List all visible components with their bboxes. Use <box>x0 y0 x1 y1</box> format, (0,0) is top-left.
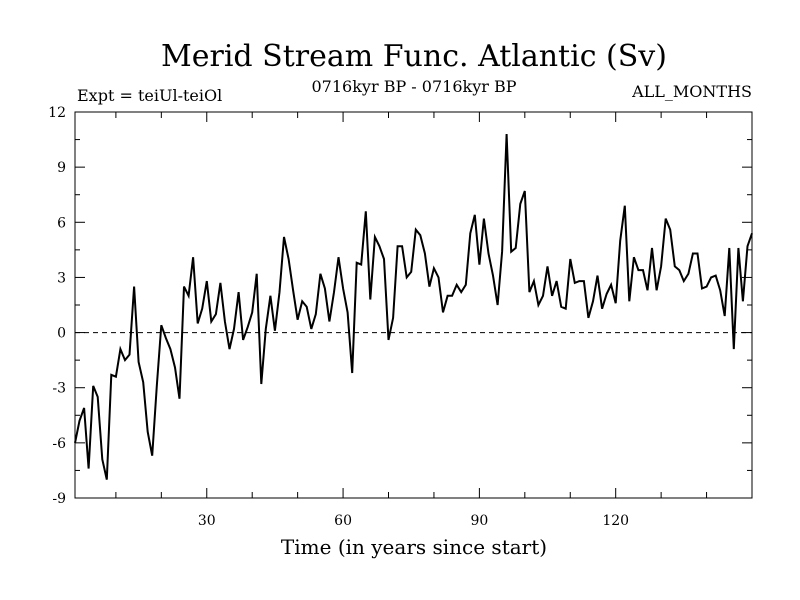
x-tick-label: 30 <box>198 513 216 529</box>
plot-area: -9 -6 -3 0 3 6 9 12 30 60 90 120 <box>48 105 753 529</box>
x-axis-label: Time (in years since start) <box>281 535 547 559</box>
plot-frame <box>74 111 753 499</box>
y-tick-label: 9 <box>57 160 66 176</box>
months-label: ALL_MONTHS <box>631 82 752 101</box>
experiment-label: Expt = teiUl-teiOl <box>77 86 222 105</box>
time-range-label: 0716kyr BP - 0716kyr BP <box>312 77 517 96</box>
series-line <box>74 134 753 480</box>
y-tick-label: 12 <box>48 105 66 121</box>
x-tick-label: 90 <box>470 513 488 529</box>
y-tick-label: 0 <box>57 326 66 342</box>
y-tick-label: -6 <box>52 436 66 452</box>
x-tick-label: 60 <box>334 513 352 529</box>
y-tick-label: -3 <box>52 381 66 397</box>
chart-title: Merid Stream Func. Atlantic (Sv) <box>161 39 667 74</box>
x-tick-label: 120 <box>602 513 629 529</box>
y-tick-label: -9 <box>52 491 66 507</box>
y-tick-label: 3 <box>57 270 66 286</box>
y-tick-label: 6 <box>57 215 66 231</box>
